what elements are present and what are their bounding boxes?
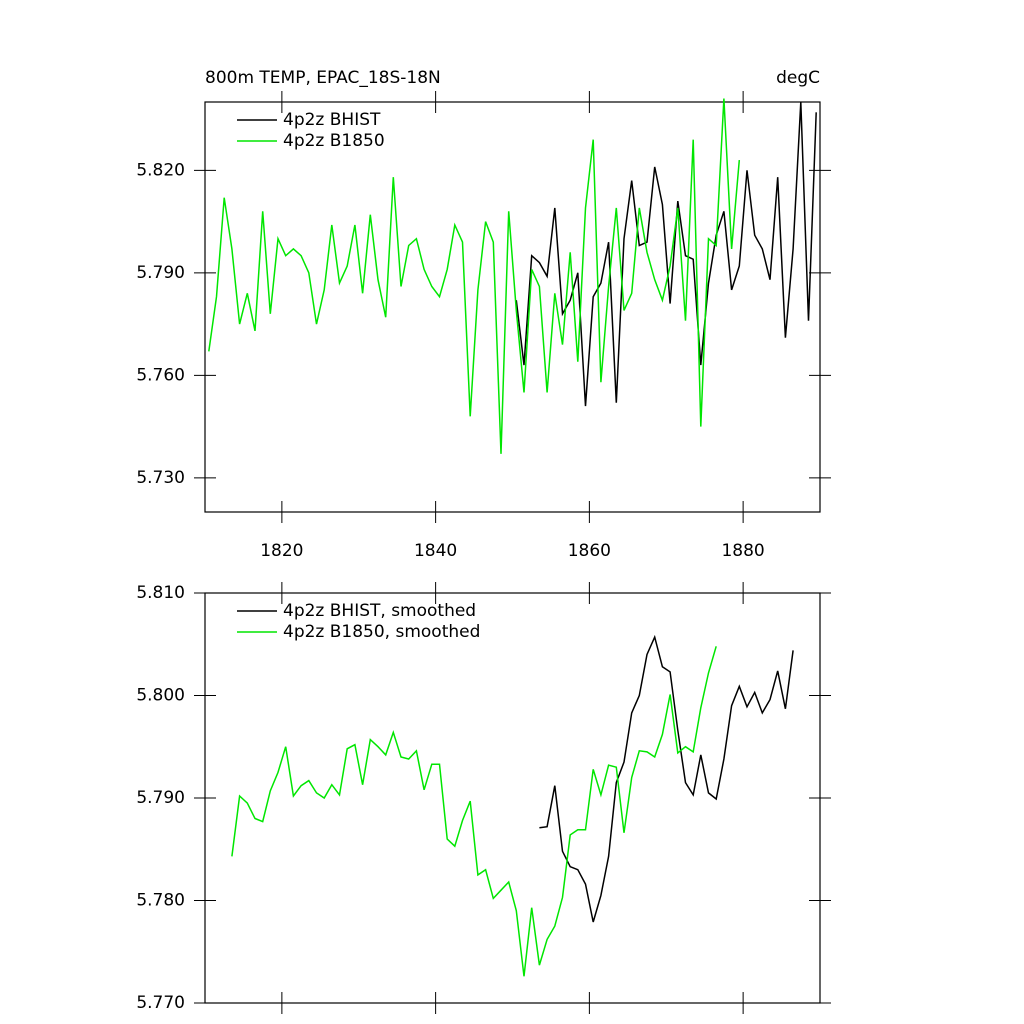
y-tick-label: 5.810 (136, 583, 185, 603)
chart-title: 800m TEMP, EPAC_18S-18N (205, 68, 441, 88)
series-line (515, 101, 817, 407)
x-tick-label: 1820 (260, 541, 303, 561)
x-tick-label: 1840 (414, 541, 457, 561)
plot-frame (204, 101, 821, 513)
y-tick-label: 5.790 (136, 788, 185, 808)
y-tick-label: 5.790 (136, 263, 185, 283)
x-tick-label: 1860 (568, 541, 611, 561)
legend-label: 4p2z B1850 (283, 131, 385, 151)
legend-label: 4p2z BHIST (283, 110, 381, 130)
series-line (208, 98, 741, 454)
series-line (231, 646, 717, 977)
plot-frame (204, 592, 821, 1004)
series-line (539, 634, 794, 923)
x-tick-label: 1880 (721, 541, 764, 561)
units-label: degC (776, 68, 820, 88)
y-tick-label: 5.780 (136, 891, 185, 911)
y-tick-label: 5.730 (136, 468, 185, 488)
y-tick-label: 5.760 (136, 365, 185, 385)
y-tick-label: 5.800 (136, 686, 185, 706)
legend-label: 4p2z B1850, smoothed (283, 622, 480, 642)
y-tick-label: 5.770 (136, 993, 185, 1013)
y-tick-label: 5.820 (136, 160, 185, 180)
legend-label: 4p2z BHIST, smoothed (283, 601, 476, 621)
